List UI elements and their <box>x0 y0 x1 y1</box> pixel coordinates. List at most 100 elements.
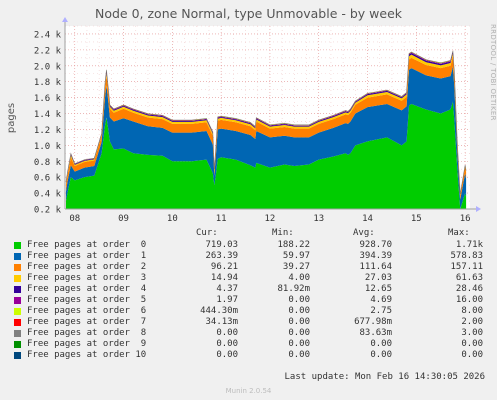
legend-min-value: 4.00 <box>288 273 310 283</box>
x-tick-label: 14 <box>362 214 373 224</box>
legend-swatch <box>14 352 21 359</box>
series-area <box>65 66 467 209</box>
legend-label: Free pages at order 1 <box>27 251 147 261</box>
y-tick-label: 0.6 k <box>34 174 62 184</box>
legend-avg-value: 111.64 <box>359 262 392 272</box>
legend-row: Free pages at order 8 0.00 0.00 83.63m 3.00 <box>0 328 497 339</box>
legend-max-value: 61.63 <box>455 273 483 283</box>
legend-cur-value: 1.97 <box>216 295 238 305</box>
header-cur: Cur: <box>196 228 218 238</box>
legend-min-value: 0.00 <box>288 328 310 338</box>
legend-min-value: 0.00 <box>288 350 310 360</box>
y-tick-label: 0.4 k <box>34 190 62 200</box>
y-tick-label: 2.0 k <box>34 62 62 72</box>
header-max: Max: <box>448 228 470 238</box>
legend: Free pages at order 0 719.03 188.22 928.70 1… <box>0 240 497 361</box>
legend-swatch <box>14 297 21 304</box>
legend-max-value: 157.11 <box>450 262 483 272</box>
legend-avg-value: 2.75 <box>370 306 392 316</box>
legend-max-value: 16.00 <box>455 295 483 305</box>
legend-min-value: 188.22 <box>277 240 310 250</box>
legend-cur-value: 0.00 <box>216 328 238 338</box>
legend-min-value: 0.00 <box>288 306 310 316</box>
legend-avg-value: 928.70 <box>359 240 392 250</box>
x-tick-label: 08 <box>69 214 80 224</box>
legend-min-value: 39.27 <box>282 262 310 272</box>
legend-avg-value: 677.98m <box>354 317 392 327</box>
x-axis-arrow <box>476 206 481 212</box>
legend-row: Free pages at order 4 4.37 81.92m 12.65 28.4… <box>0 284 497 295</box>
series-area <box>65 56 467 200</box>
y-tick-label: 2.2 k <box>34 46 62 56</box>
legend-min-value: 0.00 <box>288 317 310 327</box>
x-tick-label: 11 <box>216 214 227 224</box>
legend-max-value: 28.46 <box>455 284 483 294</box>
legend-cur-value: 444.30m <box>200 306 238 316</box>
legend-max-value: 2.00 <box>461 317 483 327</box>
x-tick-label: 16 <box>460 214 471 224</box>
total-outline <box>65 50 467 195</box>
legend-cur-value: 0.00 <box>216 350 238 360</box>
legend-row: Free pages at order 6 444.30m 0.00 2.75 8.00 <box>0 306 497 317</box>
legend-swatch <box>14 330 21 337</box>
x-tick-label: 09 <box>118 214 129 224</box>
legend-swatch <box>14 341 21 348</box>
y-tick-label: 1.0 k <box>34 142 62 152</box>
legend-swatch <box>14 286 21 293</box>
legend-swatch <box>14 319 21 326</box>
legend-label: Free pages at order 10 <box>27 350 147 360</box>
legend-swatch <box>14 242 21 249</box>
x-tick-label: 10 <box>167 214 178 224</box>
legend-max-value: 0.00 <box>461 339 483 349</box>
legend-cur-value: 4.37 <box>216 284 238 294</box>
header-min: Min: <box>272 228 294 238</box>
legend-cur-value: 34.13m <box>205 317 238 327</box>
legend-row: Free pages at order 3 14.94 4.00 27.03 61.63 <box>0 273 497 284</box>
legend-swatch <box>14 275 21 282</box>
y-axis-label: pages <box>6 103 17 133</box>
axes <box>62 17 481 212</box>
legend-cur-value: 263.39 <box>205 251 238 261</box>
y-tick-label: 1.6 k <box>34 94 62 104</box>
legend-min-value: 59.97 <box>282 251 310 261</box>
legend-swatch <box>14 253 21 260</box>
legend-row: Free pages at order 1 263.39 59.97 394.39 57… <box>0 251 497 262</box>
legend-max-value: 0.00 <box>461 350 483 360</box>
legend-avg-value: 12.65 <box>364 284 392 294</box>
legend-cur-value: 719.03 <box>205 240 238 250</box>
legend-row: Free pages at order 7 34.13m 0.00 677.98m 2.… <box>0 317 497 328</box>
header-avg: Avg: <box>353 228 375 238</box>
legend-cur-value: 96.21 <box>210 262 238 272</box>
legend-cur-value: 0.00 <box>216 339 238 349</box>
legend-avg-value: 4.69 <box>370 295 392 305</box>
stacked-areas <box>65 50 467 209</box>
legend-label: Free pages at order 5 <box>27 295 147 305</box>
legend-label: Free pages at order 8 <box>27 328 147 338</box>
x-tick-label: 12 <box>265 214 276 224</box>
legend-avg-value: 394.39 <box>359 251 392 261</box>
legend-avg-value: 83.63m <box>359 328 392 338</box>
last-update: Last update: Mon Feb 16 14:30:05 2026 <box>284 372 485 382</box>
legend-label: Free pages at order 4 <box>27 284 147 294</box>
legend-min-value: 0.00 <box>288 295 310 305</box>
legend-label: Free pages at order 7 <box>27 317 147 327</box>
legend-row: Free pages at order 5 1.97 0.00 4.69 16.00 <box>0 295 497 306</box>
legend-row: Free pages at order 9 0.00 0.00 0.00 0.00 <box>0 339 497 350</box>
legend-label: Free pages at order 3 <box>27 273 147 283</box>
y-tick-label: 1.8 k <box>34 78 62 88</box>
rrdtool-credit: RRDTOOL / TOBI OETIKER <box>489 24 497 121</box>
legend-header: Cur: Min: Avg: Max: <box>0 228 497 240</box>
legend-max-value: 578.83 <box>450 251 483 261</box>
legend-cur-value: 14.94 <box>210 273 238 283</box>
legend-min-value: 0.00 <box>288 339 310 349</box>
legend-row: Free pages at order 10 0.00 0.00 0.00 0.00 <box>0 350 497 361</box>
legend-label: Free pages at order 0 <box>27 240 147 250</box>
y-axis-arrow <box>62 17 68 22</box>
legend-max-value: 8.00 <box>461 306 483 316</box>
legend-max-value: 1.71k <box>455 240 483 250</box>
legend-label: Free pages at order 6 <box>27 306 147 316</box>
y-tick-label: 1.4 k <box>34 110 62 120</box>
legend-swatch <box>14 308 21 315</box>
legend-row: Free pages at order 2 96.21 39.27 111.64 157… <box>0 262 497 273</box>
legend-label: Free pages at order 9 <box>27 339 147 349</box>
